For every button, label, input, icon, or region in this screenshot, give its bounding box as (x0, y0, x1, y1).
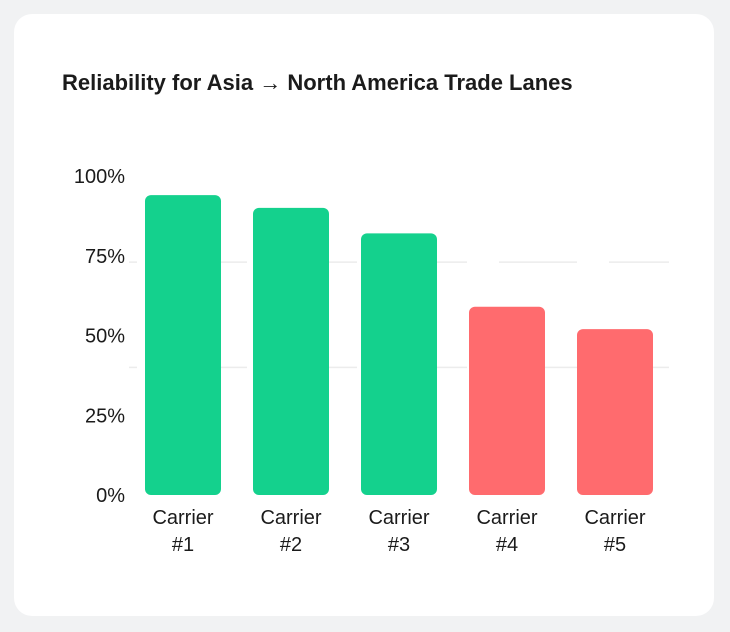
y-tick-label: 0% (96, 485, 125, 507)
chart-title: Reliability for Asia → North America Tra… (62, 70, 573, 95)
x-tick-label: Carrier #3 (368, 507, 429, 556)
bar-carrier-1 (145, 195, 221, 495)
x-tick-label: Carrier #2 (260, 507, 321, 556)
y-tick-label: 25% (85, 405, 125, 427)
y-tick-label: 100% (74, 166, 125, 188)
x-axis: Carrier #1 Carrier #2 Carrier #3 Carrier #4 Carr… (152, 507, 645, 556)
y-axis: 0% 25% 50% 75% 100% (74, 166, 125, 507)
bar-carrier-3 (361, 233, 437, 496)
bar-carrier-4 (469, 306, 545, 495)
y-tick-label: 50% (85, 326, 125, 348)
chart-card: Reliability for Asia → North America Tra… (14, 14, 714, 616)
x-tick-label: Carrier #1 (152, 507, 213, 556)
y-tick-label: 75% (85, 246, 125, 268)
x-tick-label: Carrier #5 (584, 507, 645, 556)
bars (145, 195, 653, 496)
bar-carrier-2 (253, 207, 329, 495)
x-tick-label: Carrier #4 (476, 507, 537, 556)
bar-carrier-5 (577, 329, 653, 495)
